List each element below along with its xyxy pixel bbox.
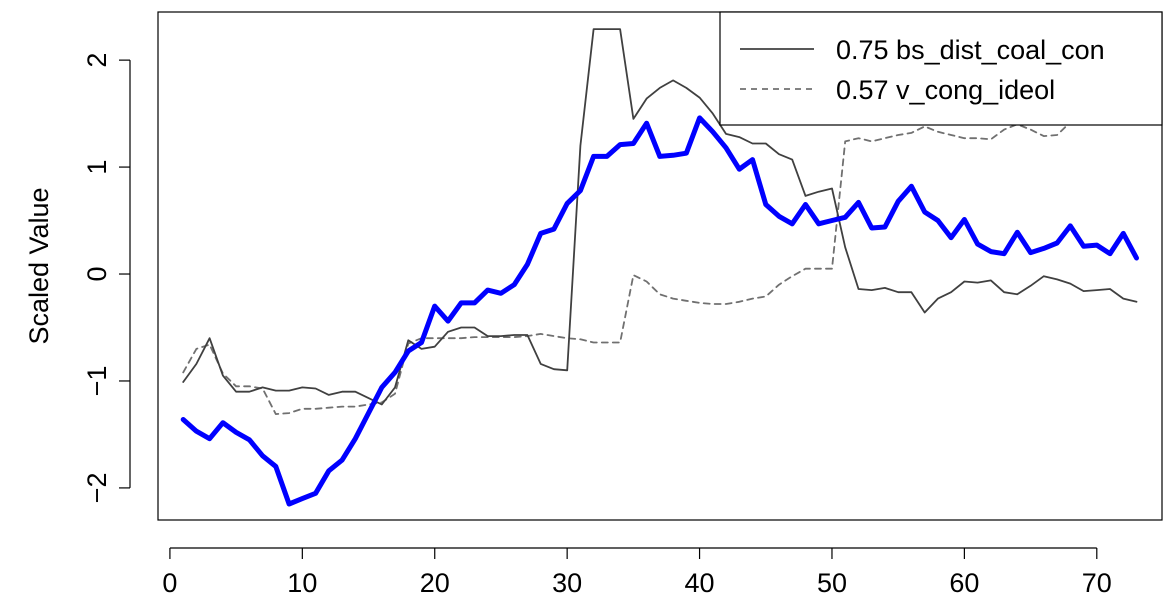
legend-label: 0.57 v_cong_ideol xyxy=(836,75,1055,105)
x-tick-label: 0 xyxy=(162,568,177,598)
x-tick-label: 30 xyxy=(552,568,582,598)
x-tick-label: 10 xyxy=(287,568,317,598)
ticks-group: 0 10 20 30 40 50 60 70 −2 −1 0 1 2 xyxy=(82,53,1112,598)
x-tick-label: 40 xyxy=(685,568,715,598)
y-tick-label: −2 xyxy=(82,473,112,504)
series-line-solid xyxy=(182,28,1138,406)
y-tick-label: 1 xyxy=(82,160,112,175)
x-tick-label: 20 xyxy=(420,568,450,598)
x-tick-label: 50 xyxy=(817,568,847,598)
y-tick-label: 0 xyxy=(82,267,112,282)
y-tick-label: 2 xyxy=(82,53,112,68)
axes-lines xyxy=(129,60,1097,549)
y-axis-title: Scaled Value xyxy=(24,187,54,344)
legend-label: 0.75 bs_dist_coal_con xyxy=(836,35,1105,65)
plot-frame xyxy=(157,11,1163,521)
legend-box xyxy=(719,11,1163,126)
x-tick-label: 60 xyxy=(949,568,979,598)
series-group xyxy=(180,28,1139,507)
legend: 0.75 bs_dist_coal_con 0.57 v_cong_ideol xyxy=(719,11,1163,126)
series-line-dashed xyxy=(182,121,1138,416)
x-tick-label: 70 xyxy=(1082,568,1112,598)
y-tick-label: −1 xyxy=(82,366,112,397)
series-line-thick xyxy=(180,115,1139,507)
